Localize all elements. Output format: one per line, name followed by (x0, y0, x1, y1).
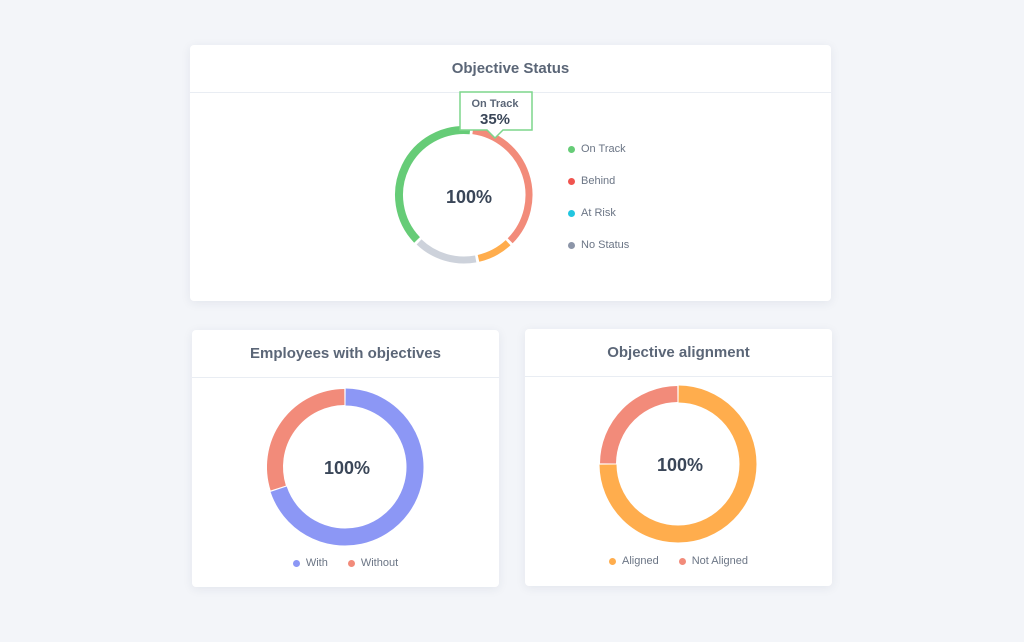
legend-dot-icon (292, 559, 300, 567)
employees-ring (267, 388, 424, 546)
slice-on-track[interactable] (395, 126, 471, 243)
legend-label: With (305, 557, 328, 569)
objective-status-legend: On Track Behind At Risk No Status (568, 133, 629, 261)
slice-behind[interactable] (472, 127, 533, 244)
slice-not-aligned[interactable] (600, 386, 678, 464)
employees-with-objectives-chart: 100% (267, 388, 424, 546)
alignment-legend: Aligned Not Aligned (525, 555, 832, 567)
tooltip-label: On Track (471, 98, 519, 110)
legend-label: At Risk (581, 207, 616, 219)
tooltip-box (459, 91, 533, 140)
objective-status-ring (395, 126, 533, 264)
legend-label: Aligned (622, 555, 659, 567)
legend-item-at-risk[interactable]: At Risk (568, 197, 629, 229)
tooltip-value: 35% (480, 111, 510, 128)
legend-dot-icon (678, 557, 686, 565)
legend-item-not-aligned[interactable]: Not Aligned (678, 555, 748, 567)
objective-status-chart: 100% On Track 35% (395, 91, 533, 264)
legend-dot-icon (568, 145, 575, 153)
legend-dot-icon (568, 209, 575, 217)
legend-label: Behind (581, 175, 616, 187)
legend-dot-icon (568, 241, 575, 249)
tooltip: On Track 35% (459, 91, 533, 140)
card-title: Employees with objectives (192, 330, 499, 378)
chart-center-label: 100% (446, 187, 492, 207)
chart-center-label: 100% (657, 455, 703, 475)
legend-label: Without (360, 557, 399, 569)
chart-center-label: 100% (324, 458, 370, 478)
slice-no-status[interactable] (416, 239, 477, 264)
objective-status-card: Objective Status 100% On Track 35% On Tr… (190, 45, 831, 301)
objective-alignment-chart: 100% (599, 385, 757, 543)
legend-dot-icon (568, 177, 575, 185)
objective-alignment-card: Objective alignment 100% Aligned Not Alig… (525, 329, 832, 586)
legend-item-without[interactable]: Without (347, 557, 399, 569)
alignment-ring (599, 385, 757, 543)
card-title: Objective alignment (525, 329, 832, 377)
slice-at-risk[interactable] (477, 240, 511, 262)
legend-label: On Track (581, 143, 626, 155)
legend-item-on-track[interactable]: On Track (568, 133, 629, 165)
slice-with[interactable] (270, 388, 424, 546)
legend-label: No Status (581, 239, 630, 251)
legend-item-behind[interactable]: Behind (568, 165, 629, 197)
legend-dot-icon (609, 557, 617, 565)
legend-item-with[interactable]: With (292, 557, 328, 569)
legend-dot-icon (347, 559, 355, 567)
legend-item-aligned[interactable]: Aligned (609, 555, 659, 567)
slice-without[interactable] (267, 389, 345, 491)
legend-item-no-status[interactable]: No Status (568, 229, 629, 261)
employees-legend: With Without (192, 557, 499, 569)
slice-aligned[interactable] (599, 385, 757, 543)
employees-with-objectives-card: Employees with objectives 100% With Witho… (192, 330, 499, 587)
legend-label: Not Aligned (691, 555, 748, 567)
